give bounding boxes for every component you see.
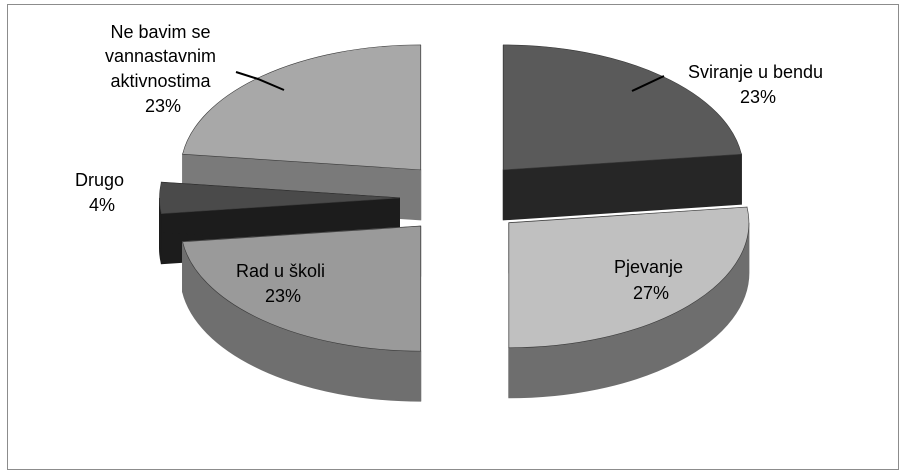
label-drugo-value: 4% [89,195,115,215]
label-ne-bavim-line1: Ne bavim se [110,22,210,42]
chart-area [7,4,899,470]
slice-top-4 [182,44,421,171]
slice-top-2 [182,225,421,352]
label-drugo-name: Drugo [75,170,124,190]
label-ne-bavim-value: 23% [145,96,181,116]
label-ne-bavim: Ne bavim se vannastavnim aktivnostima 23… [105,22,221,116]
label-sviranje-name: Sviranje u bendu [688,62,823,82]
label-rad: Rad u školi 23% [236,261,330,306]
slice-top-1 [508,206,750,349]
label-sviranje: Sviranje u bendu 23% [688,62,828,107]
leader-line-sviranje [631,75,665,92]
label-drugo: Drugo 4% [75,170,129,215]
label-pjevanje-value: 27% [633,283,669,303]
leader-line-ne-bavim [235,71,285,91]
label-rad-name: Rad u školi [236,261,325,281]
label-sviranje-value: 23% [740,87,776,107]
label-pjevanje: Pjevanje 27% [614,257,688,303]
label-ne-bavim-line3: aktivnostima [110,71,211,91]
label-pjevanje-name: Pjevanje [614,257,683,277]
label-ne-bavim-line2: vannastavnim [105,46,216,66]
label-rad-value: 23% [265,286,301,306]
slices-group [159,44,750,402]
slice-top-3 [159,182,400,214]
